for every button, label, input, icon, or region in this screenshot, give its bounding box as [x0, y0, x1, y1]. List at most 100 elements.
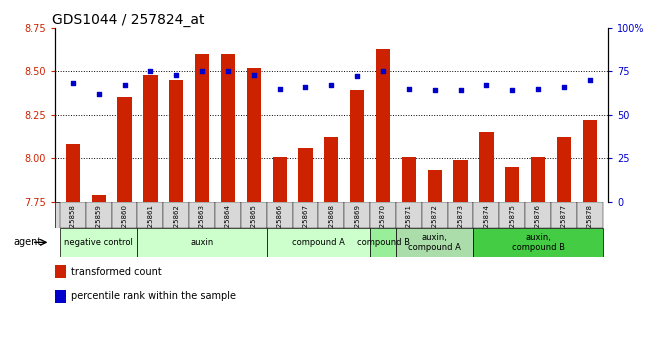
Bar: [448, 202, 474, 228]
Bar: [169, 80, 183, 202]
Bar: [55, 265, 66, 278]
Bar: [525, 202, 551, 228]
Text: GSM25862: GSM25862: [173, 204, 179, 242]
Bar: [118, 97, 132, 202]
Point: [119, 82, 130, 88]
Bar: [138, 202, 164, 228]
Text: negative control: negative control: [64, 238, 133, 247]
Bar: [92, 195, 106, 202]
Text: auxin: auxin: [190, 238, 214, 247]
Point: [275, 86, 285, 91]
Bar: [454, 160, 468, 202]
Bar: [241, 202, 267, 228]
Text: auxin,
compound B: auxin, compound B: [512, 233, 564, 252]
Text: GSM25861: GSM25861: [148, 204, 154, 242]
Bar: [370, 202, 396, 228]
Point: [326, 82, 337, 88]
Point: [430, 88, 440, 93]
Text: GDS1044 / 257824_at: GDS1044 / 257824_at: [52, 12, 204, 27]
Point: [377, 68, 388, 74]
Text: auxin,
compound A: auxin, compound A: [408, 233, 461, 252]
Point: [222, 68, 233, 74]
Text: GSM25874: GSM25874: [484, 204, 490, 242]
Point: [94, 91, 104, 97]
Bar: [55, 290, 66, 303]
Bar: [299, 148, 313, 202]
Point: [171, 72, 182, 77]
Bar: [267, 202, 293, 228]
Bar: [215, 202, 241, 228]
Bar: [164, 202, 189, 228]
Bar: [138, 228, 267, 257]
Text: compound A: compound A: [292, 238, 345, 247]
Point: [248, 72, 259, 77]
Text: GSM25877: GSM25877: [561, 204, 567, 242]
Point: [197, 68, 208, 74]
Point: [403, 86, 414, 91]
Bar: [293, 202, 319, 228]
Bar: [551, 202, 577, 228]
Text: GSM25876: GSM25876: [535, 204, 541, 242]
Bar: [474, 202, 499, 228]
Bar: [144, 75, 158, 202]
Bar: [344, 202, 370, 228]
Bar: [267, 228, 370, 257]
Point: [455, 88, 466, 93]
Text: GSM25868: GSM25868: [329, 204, 334, 242]
Point: [352, 73, 363, 79]
Bar: [324, 137, 339, 202]
Text: GSM25878: GSM25878: [587, 204, 593, 242]
Bar: [396, 228, 474, 257]
Text: GSM25875: GSM25875: [509, 204, 515, 242]
Bar: [189, 202, 215, 228]
Point: [507, 88, 518, 93]
Bar: [499, 202, 525, 228]
Bar: [221, 54, 235, 202]
Bar: [505, 167, 519, 202]
Bar: [370, 228, 396, 257]
Bar: [319, 202, 344, 228]
Bar: [246, 68, 261, 202]
Bar: [273, 157, 287, 202]
Bar: [195, 54, 209, 202]
Bar: [428, 170, 442, 202]
Point: [300, 84, 311, 90]
Text: GSM25860: GSM25860: [122, 204, 128, 242]
Text: GSM25873: GSM25873: [458, 204, 464, 242]
Bar: [86, 202, 112, 228]
Bar: [577, 202, 603, 228]
Point: [145, 68, 156, 74]
Point: [558, 84, 569, 90]
Bar: [557, 137, 571, 202]
Bar: [531, 157, 545, 202]
Text: transformed count: transformed count: [71, 267, 162, 277]
Text: GSM25864: GSM25864: [225, 204, 231, 242]
Bar: [422, 202, 448, 228]
Text: GSM25865: GSM25865: [250, 204, 257, 242]
Text: GSM25866: GSM25866: [277, 204, 283, 242]
Text: compound B: compound B: [357, 238, 409, 247]
Bar: [480, 132, 494, 202]
Bar: [396, 202, 422, 228]
Text: agent: agent: [13, 237, 42, 247]
Point: [67, 81, 78, 86]
Bar: [474, 228, 603, 257]
Bar: [582, 120, 597, 202]
Bar: [376, 49, 390, 202]
Bar: [60, 228, 138, 257]
Bar: [112, 202, 138, 228]
Text: GSM25872: GSM25872: [432, 204, 438, 242]
Text: GSM25863: GSM25863: [199, 204, 205, 242]
Text: GSM25859: GSM25859: [96, 204, 102, 242]
Text: GSM25870: GSM25870: [380, 204, 386, 242]
Bar: [401, 157, 416, 202]
Bar: [60, 202, 86, 228]
Point: [533, 86, 544, 91]
Text: GSM25858: GSM25858: [70, 204, 76, 242]
Bar: [350, 90, 364, 202]
Text: GSM25869: GSM25869: [354, 204, 360, 242]
Text: GSM25867: GSM25867: [303, 204, 309, 242]
Text: percentile rank within the sample: percentile rank within the sample: [71, 292, 236, 301]
Text: GSM25871: GSM25871: [406, 204, 412, 242]
Point: [584, 77, 595, 83]
